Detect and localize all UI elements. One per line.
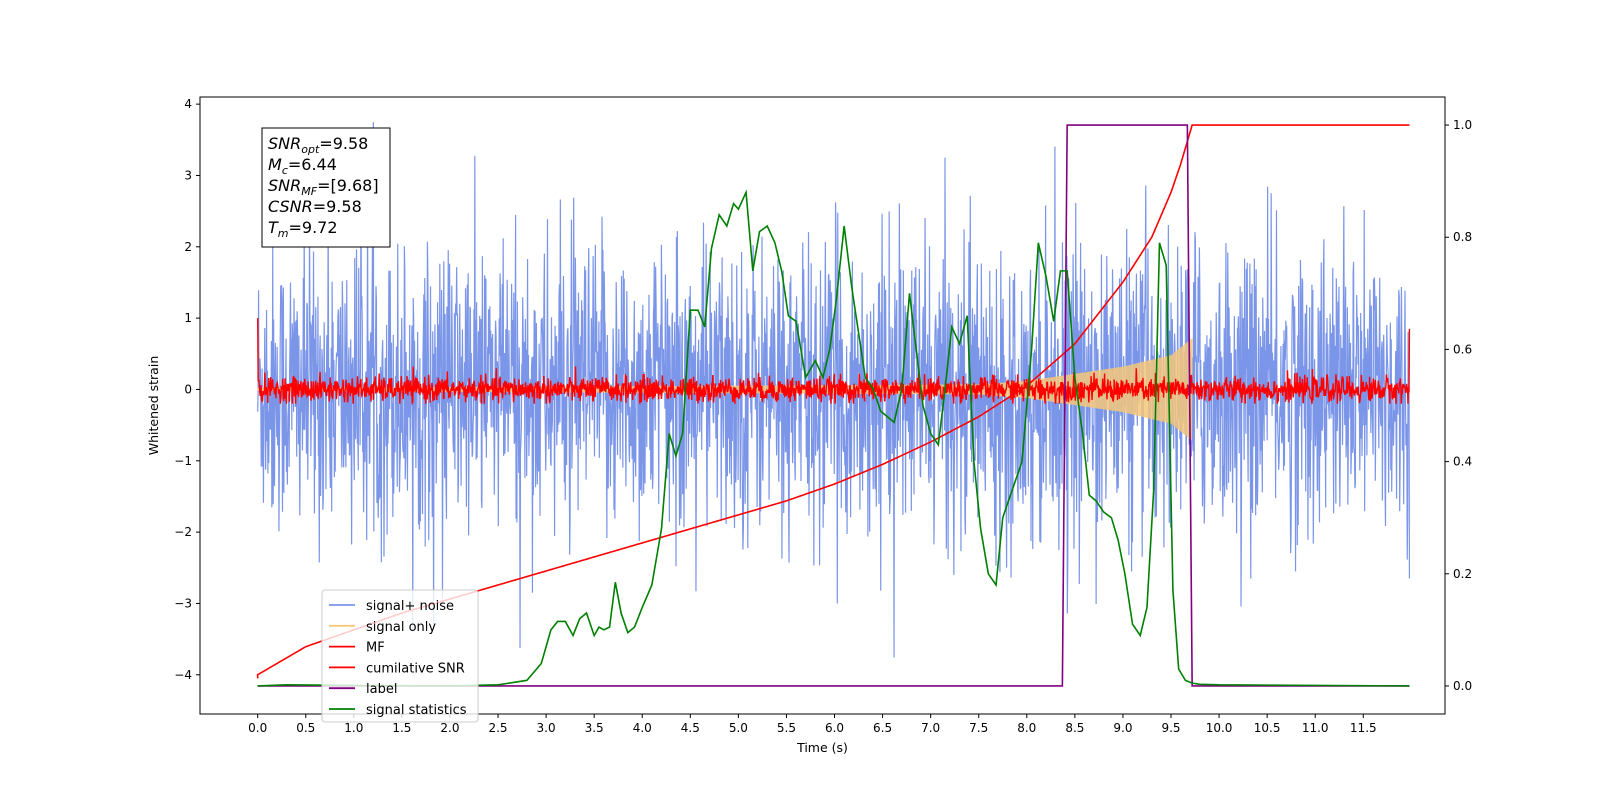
x-axis-title: Time (s) xyxy=(796,740,848,755)
x-tick-label: 8.5 xyxy=(1065,721,1084,735)
y-right-tick-label: 0.0 xyxy=(1453,679,1472,693)
annotation-line: Mc=6.44 xyxy=(268,155,337,177)
legend-entry: signal statistics xyxy=(366,703,467,718)
legend: signal+ noise signal only MF cumilative SNR… xyxy=(321,589,479,723)
annotation-frame xyxy=(261,127,391,248)
x-tick-label: 9.0 xyxy=(1113,721,1132,735)
y-right-tick-label: 0.4 xyxy=(1453,455,1472,469)
x-tick-label: 0.0 xyxy=(248,721,267,735)
legend-entry: cumilative SNR xyxy=(366,661,465,676)
y-left-tick-label: 1 xyxy=(184,311,192,325)
y-left-tick-label: −1 xyxy=(174,454,192,468)
x-tick-label: 6.5 xyxy=(873,721,892,735)
y-left-tick-label: 2 xyxy=(184,240,192,254)
y-left-tick-label: −4 xyxy=(174,668,192,682)
series-signal-statistics xyxy=(257,189,1410,687)
x-tick-label: 10.5 xyxy=(1254,721,1281,735)
x-tick-label: 6.0 xyxy=(825,721,844,735)
y-right-tick-label: 0.2 xyxy=(1453,567,1472,581)
x-tick-label: 3.5 xyxy=(585,721,604,735)
x-tick-label: 1.0 xyxy=(344,721,363,735)
x-tick-label: 7.5 xyxy=(969,721,988,735)
x-tick-label: 4.5 xyxy=(681,721,700,735)
x-tick-label: 5.5 xyxy=(777,721,796,735)
x-tick-label: 10.0 xyxy=(1206,721,1233,735)
y-left-tick-label: −2 xyxy=(174,525,192,539)
x-tick-label: 5.0 xyxy=(729,721,748,735)
legend-entry: label xyxy=(366,682,397,697)
legend-frame xyxy=(321,589,479,723)
legend-entry: signal only xyxy=(366,620,436,635)
x-tick-label: 11.0 xyxy=(1302,721,1329,735)
x-tick-label: 4.0 xyxy=(633,721,652,735)
x-tick-label: 9.5 xyxy=(1161,721,1180,735)
x-tick-label: 2.0 xyxy=(440,721,459,735)
y-left-tick-label: −3 xyxy=(174,596,192,610)
x-tick-label: 7.0 xyxy=(921,721,940,735)
annotation-line: SNRMF=[9.68] xyxy=(268,176,379,198)
legend-entry: MF xyxy=(366,641,385,656)
series-signal-noise xyxy=(257,121,1411,658)
series-label xyxy=(257,124,1410,687)
x-tick-label: 1.5 xyxy=(392,721,411,735)
y-axis-right: 0.0 0.2 0.4 0.6 0.8 1.0 xyxy=(1445,118,1472,693)
y-left-tick-label: 3 xyxy=(184,168,192,182)
annotation-line: CSNR=9.58 xyxy=(268,197,362,216)
y-right-tick-label: 1.0 xyxy=(1453,118,1472,132)
y-left-tick-label: 4 xyxy=(184,97,192,111)
y-axis-title: Whitened strain xyxy=(146,356,161,455)
annotation-line: SNRopt=9.58 xyxy=(268,134,368,156)
legend-entry: signal+ noise xyxy=(366,599,454,614)
annotation-line: Tm=9.72 xyxy=(268,218,338,240)
y-right-tick-label: 0.6 xyxy=(1453,342,1472,356)
x-tick-label: 3.0 xyxy=(537,721,556,735)
y-right-tick-label: 0.8 xyxy=(1453,230,1472,244)
x-tick-label: 0.5 xyxy=(296,721,315,735)
x-tick-label: 2.5 xyxy=(488,721,507,735)
x-tick-label: 11.5 xyxy=(1350,721,1377,735)
y-axis-left: −4 −3 −2 −1 0 1 2 3 4 xyxy=(174,97,200,682)
x-axis: 0.0 0.5 1.0 1.5 2.0 2.5 3.0 3.5 4.0 4.5 5.0 5.5 6.0 6… xyxy=(248,714,1377,735)
y-left-tick-label: 0 xyxy=(184,382,192,396)
plot-frame xyxy=(199,96,1446,715)
x-tick-label: 8.0 xyxy=(1017,721,1036,735)
series-mf xyxy=(256,318,1411,406)
